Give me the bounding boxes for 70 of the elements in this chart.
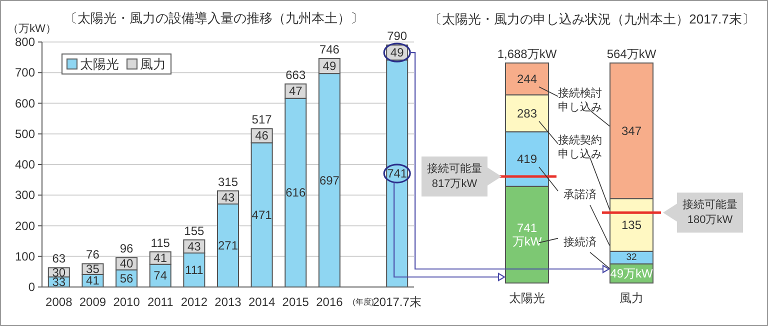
x-tick-label: 2013 <box>214 295 242 309</box>
y-tick-label: 700 <box>14 66 36 80</box>
y-tick-label: 500 <box>14 126 36 141</box>
y-axis-title: （万kW） <box>8 23 56 35</box>
data-label: 244 <box>516 72 538 86</box>
y-tick-label: 200 <box>14 218 36 233</box>
data-label: 49 <box>390 46 404 60</box>
data-label: 41 <box>86 274 100 288</box>
total-label: 63 <box>52 252 66 266</box>
data-label: 271 <box>218 238 238 253</box>
x-tick-label: 2009 <box>79 295 106 309</box>
y-tick-label: 600 <box>14 96 36 110</box>
data-label: 135 <box>621 218 642 232</box>
data-label: 283 <box>516 106 538 120</box>
x-tick-label: 2012 <box>180 295 208 309</box>
x-tick-label: 2015 <box>282 295 310 309</box>
data-label: 32 <box>626 252 637 264</box>
total-label: 315 <box>218 174 238 189</box>
legend-label: 風力 <box>140 56 166 72</box>
data-label: 741 <box>387 166 408 181</box>
data-label: 56 <box>120 271 134 286</box>
total-label: 1,688万kW <box>497 47 558 61</box>
text: 〔太陽光・風力の申し込み状況（九州本土）2017.7末〕 <box>429 12 755 26</box>
total-label: 96 <box>120 242 134 256</box>
total-label: 790 <box>387 29 408 44</box>
total-label: 746 <box>319 42 340 57</box>
series-label: 承諾済 <box>564 188 596 201</box>
x-tick-label: 2010 <box>113 295 140 309</box>
x-tick-label: 2008 <box>46 295 73 309</box>
x-tick-label: 2017.7末 <box>372 295 422 309</box>
data-label: 43 <box>221 190 235 204</box>
total-label: 76 <box>86 248 100 262</box>
total-label: 115 <box>150 236 170 250</box>
y-tick-label: 300 <box>14 188 36 202</box>
data-label: 741万kW <box>512 220 542 249</box>
data-label: 47 <box>288 84 303 98</box>
data-label: 111 <box>185 263 204 278</box>
total-label: 517 <box>252 112 272 127</box>
total-label: 564万kW <box>606 47 657 61</box>
data-label: 74 <box>154 268 168 283</box>
data-label: 40 <box>120 256 134 271</box>
y-tick-label: 800 <box>14 35 36 49</box>
x-tick-label: 風力 <box>620 291 644 305</box>
x-tick-label: 太陽光 <box>509 291 545 305</box>
x-tick-label: 2014 <box>248 295 276 309</box>
data-label: 419 <box>516 152 538 166</box>
series-label: 接続検討申し込み <box>558 86 602 114</box>
data-label: 46 <box>255 128 269 143</box>
y-tick-label: 100 <box>14 249 36 264</box>
data-label: 471 <box>252 208 272 222</box>
data-label: 347 <box>621 124 642 138</box>
data-label: 35 <box>86 262 100 276</box>
ref-line-label: 接続可能量180万kW <box>682 198 738 226</box>
data-label: 49 <box>322 59 336 74</box>
data-label: 616 <box>286 186 306 200</box>
series-label: 接続契約申し込み <box>558 134 602 161</box>
chart-title: 〔太陽光・風力の設備導入量の推移（九州本土）〕 <box>64 10 364 26</box>
data-label: 41 <box>154 251 168 266</box>
series-label: 接続済 <box>564 235 596 248</box>
legend-label: 太陽光 <box>80 56 119 72</box>
text: (年度) <box>352 298 374 306</box>
ref-line-label: 接続可能量817万kW <box>427 162 482 190</box>
total-label: 155 <box>184 224 205 238</box>
x-tick-label: 2016 <box>316 295 344 309</box>
data-label: 43 <box>188 239 202 254</box>
x-tick-label: 2011 <box>147 295 174 309</box>
total-label: 663 <box>286 68 306 82</box>
data-label: 697 <box>319 173 340 188</box>
y-tick-label: 400 <box>14 158 36 172</box>
y-tick-label: 0 <box>28 280 36 294</box>
